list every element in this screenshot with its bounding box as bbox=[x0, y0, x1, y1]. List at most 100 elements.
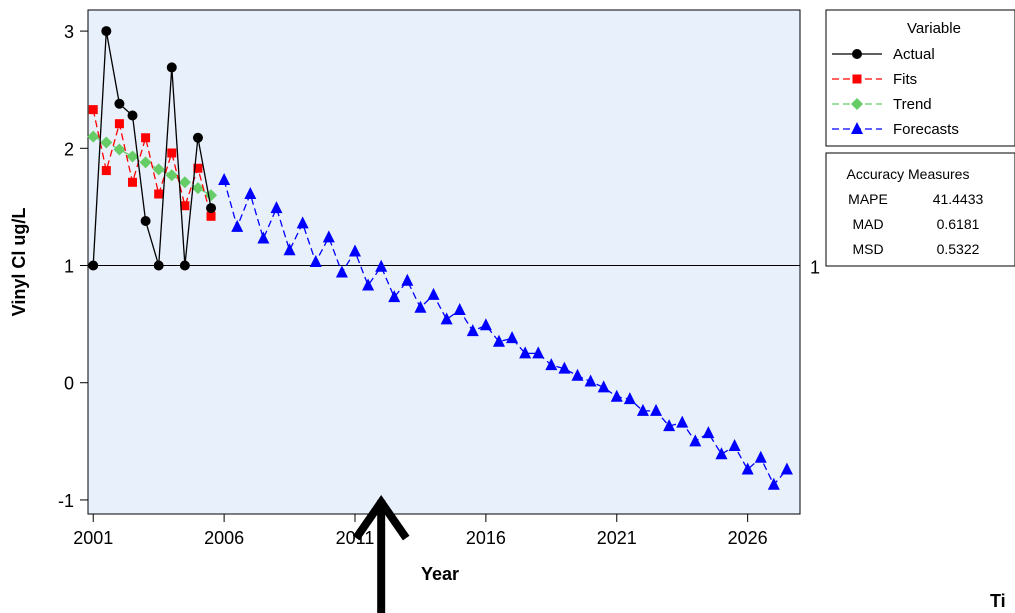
data-point-forecasts bbox=[414, 300, 427, 313]
data-point-fits bbox=[141, 133, 151, 143]
series-line-fits bbox=[92, 109, 212, 217]
data-point-fits bbox=[180, 201, 190, 211]
legend-items: Actual Fits Trend Forecasts bbox=[832, 46, 959, 138]
data-point-trend bbox=[165, 169, 178, 182]
reference-line-label: 1 bbox=[810, 258, 820, 278]
series-line-actual bbox=[92, 30, 212, 266]
data-point-forecasts bbox=[689, 434, 702, 447]
data-point-forecasts bbox=[375, 259, 388, 272]
data-point-forecasts bbox=[231, 219, 244, 232]
data-point-forecasts bbox=[767, 477, 780, 490]
data-point-forecasts bbox=[623, 392, 636, 405]
data-point-forecasts bbox=[650, 403, 663, 416]
data-point-fits bbox=[101, 166, 111, 176]
data-point-actual bbox=[153, 260, 164, 271]
data-point-actual bbox=[166, 62, 177, 73]
data-point-forecasts bbox=[466, 324, 479, 337]
data-point-forecasts bbox=[283, 243, 296, 256]
x-axis: 2001 2006 2011 2016 2021 2026 bbox=[73, 514, 768, 548]
data-point-trend bbox=[152, 163, 165, 176]
legend-marker-trend bbox=[851, 98, 863, 110]
data-point-actual bbox=[114, 98, 125, 109]
data-point-actual bbox=[192, 132, 203, 143]
data-point-forecasts bbox=[636, 403, 649, 416]
data-point-trend bbox=[191, 182, 204, 195]
data-point-forecasts bbox=[427, 287, 440, 300]
data-point-trend bbox=[100, 136, 113, 149]
data-point-actual bbox=[101, 26, 112, 37]
legend-label-trend: Trend bbox=[893, 96, 932, 113]
data-point-forecasts bbox=[244, 187, 257, 200]
legend-label-fits: Fits bbox=[893, 71, 917, 88]
data-point-forecasts bbox=[715, 447, 728, 460]
legend: Variable Actual Fits Trend Forecasts bbox=[825, 9, 1015, 147]
y-tick-label: 0 bbox=[64, 374, 74, 394]
data-point-forecasts bbox=[362, 278, 375, 291]
data-point-forecasts bbox=[479, 318, 492, 331]
data-point-forecasts bbox=[532, 346, 545, 359]
data-point-forecasts bbox=[270, 201, 283, 214]
x-tick-label: 2016 bbox=[466, 528, 506, 548]
data-point-trend bbox=[139, 156, 152, 169]
legend-label-actual: Actual bbox=[893, 46, 935, 63]
arrow-head bbox=[352, 495, 410, 541]
legend-marker-actual bbox=[852, 49, 862, 59]
series-line-forecasts bbox=[223, 179, 788, 486]
series-forecasts bbox=[218, 172, 793, 490]
data-point-fits bbox=[154, 189, 164, 199]
data-point-trend bbox=[178, 176, 191, 189]
data-point-trend bbox=[113, 143, 126, 156]
annotation-arrow bbox=[352, 495, 410, 613]
data-point-forecasts bbox=[597, 380, 610, 393]
data-point-actual bbox=[88, 260, 99, 271]
series-layer bbox=[87, 26, 793, 490]
data-point-forecasts bbox=[584, 374, 597, 387]
data-point-fits bbox=[88, 105, 98, 115]
data-point-forecasts bbox=[676, 415, 689, 428]
accuracy-value: 0.6181 bbox=[937, 216, 980, 232]
data-point-forecasts bbox=[322, 230, 335, 243]
accuracy-rows: MAPE 41.4433 MAD 0.6181 MSD 0.5322 bbox=[848, 191, 983, 257]
data-point-forecasts bbox=[218, 172, 231, 185]
x-tick-label: 2011 bbox=[336, 528, 375, 548]
y-axis: -1 0 1 2 3 bbox=[58, 22, 88, 511]
data-point-forecasts bbox=[610, 389, 623, 402]
accuracy-value: 0.5322 bbox=[937, 241, 980, 257]
accuracy-title: Accuracy Measures bbox=[847, 166, 970, 182]
y-tick-label: 2 bbox=[64, 139, 74, 159]
data-point-forecasts bbox=[335, 265, 348, 278]
data-point-trend bbox=[87, 130, 100, 143]
plot-area bbox=[87, 9, 801, 515]
series-actual bbox=[88, 26, 217, 271]
legend-marker-fits bbox=[852, 74, 862, 84]
data-point-forecasts bbox=[780, 462, 793, 475]
accuracy-label: MAD bbox=[852, 216, 883, 232]
data-point-fits bbox=[128, 177, 137, 187]
legend-marker-forecasts bbox=[851, 122, 863, 134]
data-point-fits bbox=[114, 119, 124, 129]
data-point-trend bbox=[126, 150, 139, 163]
y-tick-label: 1 bbox=[64, 257, 74, 277]
data-point-fits bbox=[206, 211, 216, 221]
data-point-forecasts bbox=[401, 273, 414, 286]
data-point-forecasts bbox=[506, 331, 519, 344]
x-tick-label: 2021 bbox=[597, 528, 637, 548]
data-point-forecasts bbox=[296, 216, 309, 229]
data-point-forecasts bbox=[349, 244, 361, 257]
data-point-forecasts bbox=[388, 290, 401, 303]
data-point-actual bbox=[206, 203, 217, 214]
x-axis-title: Year bbox=[421, 564, 459, 584]
series-fits bbox=[88, 105, 216, 221]
cutoff-label: Ti bbox=[990, 591, 1006, 611]
data-point-actual bbox=[127, 110, 138, 121]
data-point-actual bbox=[140, 215, 151, 226]
data-point-actual bbox=[179, 260, 190, 271]
data-point-forecasts bbox=[741, 462, 754, 475]
data-point-forecasts bbox=[754, 450, 767, 463]
data-point-forecasts bbox=[545, 358, 558, 371]
data-point-forecasts bbox=[309, 255, 322, 267]
accuracy-label: MAPE bbox=[848, 191, 888, 207]
data-point-forecasts bbox=[257, 231, 270, 244]
x-tick-label: 2001 bbox=[73, 528, 113, 548]
accuracy-box bbox=[825, 152, 1015, 267]
